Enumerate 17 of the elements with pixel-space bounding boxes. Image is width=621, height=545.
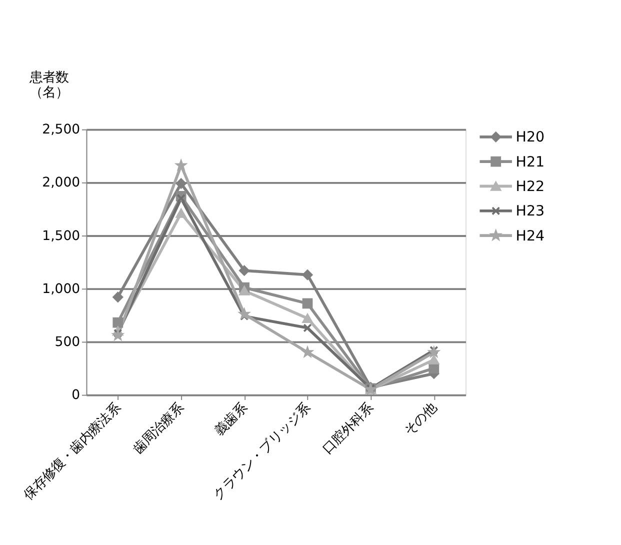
x-tick-label: 口腔外科系 — [320, 400, 377, 458]
y-tick-label: 500 — [54, 334, 80, 350]
legend-label: H23 — [516, 204, 545, 220]
legend-label: H22 — [516, 178, 545, 195]
x-tick-label: 義歯系 — [212, 400, 250, 439]
y-tick-label: 1,000 — [42, 282, 80, 297]
y-axis-title: 患者数（名） — [28, 70, 68, 101]
y-tick-label: 2,000 — [42, 176, 80, 191]
x-tick-label: その他 — [402, 400, 440, 439]
x-tick-label: 歯周治療系 — [130, 400, 188, 458]
y-tick-label: 1,500 — [42, 228, 80, 244]
legend-label: H20 — [516, 130, 545, 146]
x-tick-label: 保存修復・歯内療法系 — [21, 400, 124, 504]
y-tick-label: 0 — [72, 388, 80, 404]
legend-label: H24 — [516, 228, 545, 244]
y-tick-label: 2,500 — [42, 122, 80, 138]
legend-label: H21 — [516, 154, 545, 170]
